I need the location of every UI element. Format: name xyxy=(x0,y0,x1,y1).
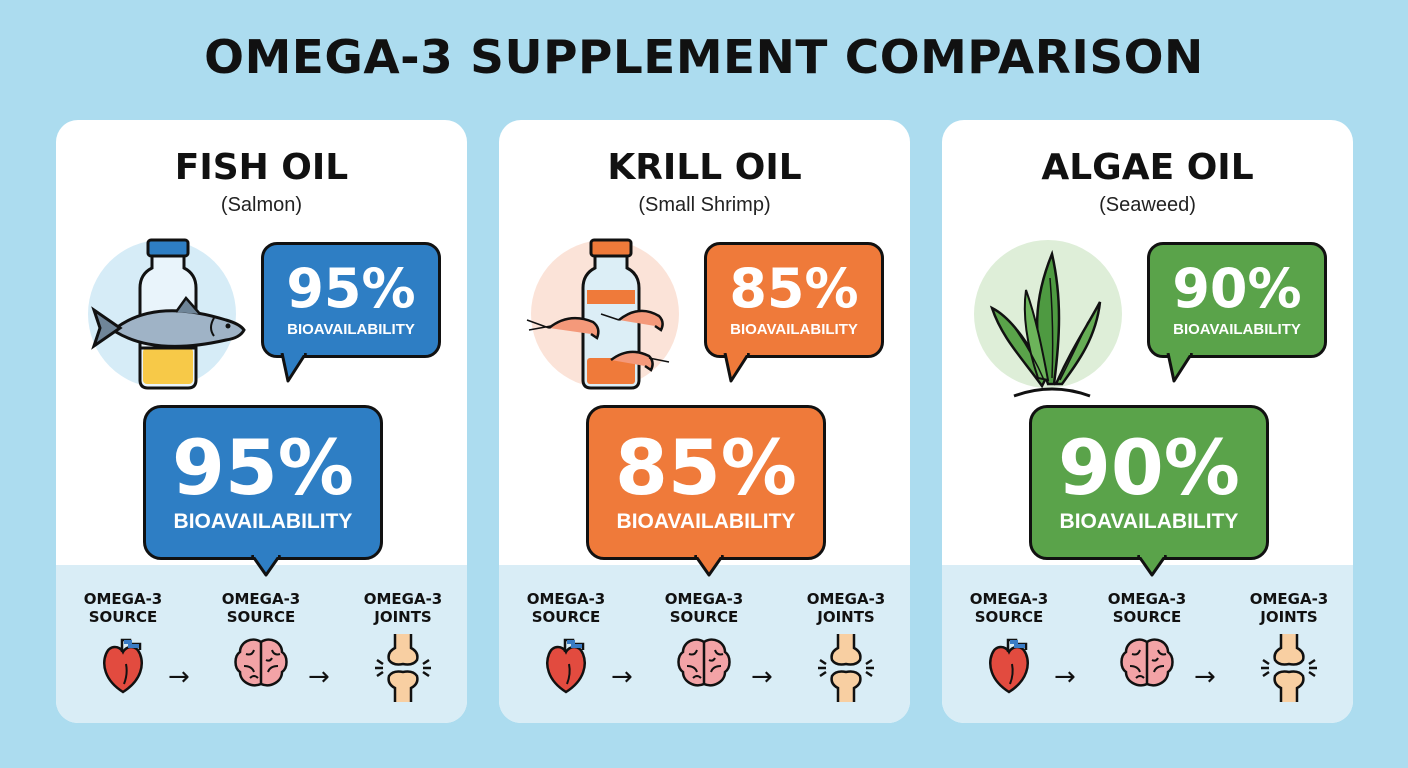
bioavailability-badge-small: 90% BIOAVAILABILITY xyxy=(1147,242,1327,383)
seaweed-icon xyxy=(974,240,1122,398)
joint-icon xyxy=(1261,634,1317,702)
bioavailability-badge-large: 90% BIOAVAILABILITY xyxy=(1029,405,1269,577)
speech-tail-icon xyxy=(693,555,725,577)
benefits-flow: OMEGA-3 SOURCE → OMEGA-3 SOURCE → OMEGA-… xyxy=(56,590,467,710)
flow-step-heart: OMEGA-3 SOURCE xyxy=(68,590,178,696)
flow-step-joints: OMEGA-3 JOINTS xyxy=(348,590,458,702)
heart-icon xyxy=(546,638,586,694)
speech-tail-icon xyxy=(723,353,751,383)
arrow-icon: → xyxy=(611,662,633,692)
card-title: FISH OIL xyxy=(174,147,349,188)
page-title: OMEGA-3 SUPPLEMENT COMPARISON xyxy=(204,30,1204,84)
joint-icon xyxy=(818,634,874,702)
card-source: (Salmon) xyxy=(220,194,303,216)
card-krill-oil: KRILL OIL (Small Shrimp) 85% BIOAVAILABI… xyxy=(499,120,910,723)
flow-step-brain: OMEGA-3 SOURCE xyxy=(1092,590,1202,692)
krill-oil-bottle-icon xyxy=(526,238,679,390)
card-title: ALGAE OIL xyxy=(1041,147,1254,188)
bioavailability-label: BIOAVAILABILITY xyxy=(616,510,796,533)
arrow-icon: → xyxy=(308,662,330,692)
benefits-flow: OMEGA-3 SOURCE → OMEGA-3 SOURCE → OMEGA-… xyxy=(499,590,910,710)
card-source: (Seaweed) xyxy=(1099,194,1196,216)
brain-icon xyxy=(234,638,288,687)
flow-step-brain: OMEGA-3 SOURCE xyxy=(206,590,316,692)
bioavailability-value: 95% xyxy=(286,257,416,320)
arrow-icon: → xyxy=(1054,662,1076,692)
bioavailability-label: BIOAVAILABILITY xyxy=(730,321,858,338)
arrow-icon: → xyxy=(168,662,190,692)
speech-tail-icon xyxy=(280,353,308,383)
arrow-icon: → xyxy=(751,662,773,692)
bioavailability-badge-large: 95% BIOAVAILABILITY xyxy=(143,405,383,577)
card-title: KRILL OIL xyxy=(607,147,802,188)
heart-icon xyxy=(103,638,143,694)
flow-step-joints: OMEGA-3 JOINTS xyxy=(1234,590,1344,702)
card-algae-oil: ALGAE OIL (Seaweed) 90% BIOAVAILABILITY … xyxy=(942,120,1353,723)
bioavailability-value: 90% xyxy=(1172,257,1302,320)
speech-tail-icon xyxy=(1136,555,1168,577)
benefits-flow: OMEGA-3 SOURCE → OMEGA-3 SOURCE → OMEGA-… xyxy=(942,590,1353,710)
bioavailability-value: 90% xyxy=(1058,423,1240,512)
bioavailability-badge-small: 85% BIOAVAILABILITY xyxy=(704,242,884,383)
bioavailability-value: 85% xyxy=(729,257,859,320)
flow-step-heart: OMEGA-3 SOURCE xyxy=(511,590,621,696)
brain-icon xyxy=(1120,638,1174,687)
arrow-icon: → xyxy=(1194,662,1216,692)
joint-icon xyxy=(375,634,431,702)
bioavailability-label: BIOAVAILABILITY xyxy=(173,510,353,533)
flow-step-brain: OMEGA-3 SOURCE xyxy=(649,590,759,692)
heart-icon xyxy=(989,638,1029,694)
bioavailability-label: BIOAVAILABILITY xyxy=(287,321,415,338)
brain-icon xyxy=(677,638,731,687)
card-source: (Small Shrimp) xyxy=(638,194,771,216)
speech-tail-icon xyxy=(1166,353,1194,383)
bioavailability-value: 85% xyxy=(615,423,797,512)
speech-tail-icon xyxy=(250,555,282,577)
bioavailability-badge-small: 95% BIOAVAILABILITY xyxy=(261,242,441,383)
flow-step-heart: OMEGA-3 SOURCE xyxy=(954,590,1064,696)
card-fish-oil: FISH OIL (Salmon) 95% BIOAVAILABILITY 95… xyxy=(56,120,467,723)
bioavailability-value: 95% xyxy=(172,423,354,512)
bioavailability-badge-large: 85% BIOAVAILABILITY xyxy=(586,405,826,577)
fish-oil-bottle-icon xyxy=(88,238,246,390)
flow-step-joints: OMEGA-3 JOINTS xyxy=(791,590,901,702)
bioavailability-label: BIOAVAILABILITY xyxy=(1059,510,1239,533)
bioavailability-label: BIOAVAILABILITY xyxy=(1173,321,1301,338)
